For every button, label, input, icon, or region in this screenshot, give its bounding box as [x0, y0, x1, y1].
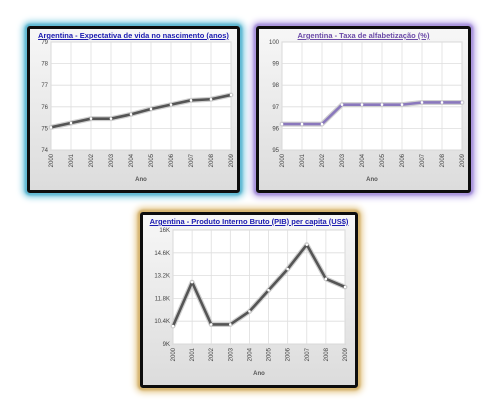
chart-title-literacy[interactable]: Argentina - Taxa de alfabetização (%) — [297, 31, 430, 40]
data-point-2005 — [149, 107, 153, 111]
y-tick-label: 95 — [272, 148, 279, 154]
x-axis-title: Ano — [253, 371, 265, 377]
y-tick-label: 13.2K — [154, 274, 170, 280]
data-point-2000 — [171, 324, 175, 328]
y-tick-label: 98 — [272, 83, 279, 89]
data-point-2007 — [420, 101, 424, 104]
x-tick-label-2001: 2001 — [190, 347, 196, 361]
x-tick-label-2002: 2002 — [89, 153, 95, 167]
x-tick-label-2008: 2008 — [209, 153, 215, 167]
y-tick-label: 99 — [272, 62, 279, 68]
x-tick-label-2000: 2000 — [49, 153, 55, 167]
data-point-2007 — [189, 99, 193, 102]
life-expectancy-chart: Argentina - Expectativa de vida no nasci… — [27, 26, 240, 193]
x-tick-label-2003: 2003 — [109, 153, 115, 167]
data-point-2000 — [280, 122, 284, 126]
x-tick-label-2006: 2006 — [286, 347, 292, 361]
x-tick-label-2007: 2007 — [189, 153, 195, 167]
gdp-per-capita-chart: Argentina - Produto Interno Bruto (PIB) … — [140, 212, 358, 388]
x-tick-label-2009: 2009 — [460, 153, 466, 167]
y-tick-label: 78 — [41, 62, 48, 68]
gdp-per-capita-plot: 2000 2001 2002 2003 2004 2005 2006 2007 2008 2009… — [154, 228, 349, 377]
series-line — [171, 243, 347, 328]
data-point-2004 — [360, 103, 364, 106]
data-point-2008 — [324, 277, 328, 281]
x-tick-label-2004: 2004 — [360, 153, 366, 167]
data-point-2004 — [129, 113, 133, 116]
literacy-rate-chart: Argentina - Taxa de alfabetização (%) 20… — [256, 26, 471, 193]
data-point-2007 — [305, 243, 309, 246]
y-tick-label: 10.4K — [154, 319, 170, 325]
x-tick-label-2002: 2002 — [209, 347, 215, 361]
x-tick-label-2003: 2003 — [228, 347, 234, 361]
x-tick-label-2000: 2000 — [280, 153, 286, 167]
data-point-2009 — [343, 285, 347, 289]
chart-title-life[interactable]: Argentina - Expectativa de vida no nasci… — [38, 31, 229, 40]
data-point-2005 — [380, 103, 384, 106]
y-tick-label: 76 — [41, 105, 48, 111]
plot-area — [281, 41, 463, 151]
data-point-2009 — [460, 101, 464, 104]
data-point-2005 — [267, 288, 270, 292]
data-point-2001 — [300, 122, 304, 126]
plot-area — [50, 41, 232, 151]
data-point-2002 — [89, 117, 93, 120]
y-tick-label: 9K — [163, 342, 170, 348]
data-point-2009 — [229, 93, 233, 97]
x-tick-label-2008: 2008 — [324, 347, 330, 361]
y-tick-label: 11.8K — [155, 296, 170, 302]
data-point-2008 — [209, 97, 213, 101]
x-tick-label-2009: 2009 — [343, 347, 349, 361]
x-tick-label-2004: 2004 — [129, 153, 135, 167]
x-axis-title: Ano — [366, 177, 378, 183]
x-axis-title: Ano — [135, 177, 147, 183]
y-tick-label: 100 — [269, 40, 280, 46]
x-tick-label-2005: 2005 — [380, 153, 386, 167]
life-expectancy-plot: 2000 2001 2002 2003 2004 2005 2006 2007 2008 2009… — [41, 40, 235, 183]
y-tick-label: 77 — [41, 83, 48, 89]
x-tick-label-2008: 2008 — [440, 153, 446, 167]
y-tick-label: 96 — [272, 126, 279, 132]
x-tick-label-2004: 2004 — [247, 347, 253, 361]
x-tick-label-2006: 2006 — [400, 153, 406, 167]
data-point-2000 — [49, 126, 53, 129]
data-point-2006 — [400, 103, 404, 106]
x-tick-label-2003: 2003 — [340, 153, 346, 167]
data-point-2004 — [248, 310, 251, 313]
data-point-2006 — [169, 103, 173, 106]
y-tick-label: 75 — [41, 126, 48, 132]
series-line — [49, 93, 233, 129]
x-tick-label-2007: 2007 — [420, 153, 426, 167]
y-tick-label: 74 — [41, 148, 48, 154]
y-tick-label: 14.6K — [154, 251, 170, 257]
data-point-2003 — [340, 103, 344, 106]
x-tick-label-2005: 2005 — [149, 153, 155, 167]
y-tick-label: 97 — [272, 105, 279, 111]
data-point-2001 — [190, 280, 194, 284]
data-point-2002 — [209, 323, 213, 326]
plot-area — [172, 229, 346, 345]
data-point-2001 — [69, 121, 73, 125]
x-tick-label-2005: 2005 — [267, 347, 273, 361]
x-tick-label-2000: 2000 — [171, 347, 177, 361]
y-tick-label: 16K — [159, 228, 170, 234]
series-line — [280, 101, 464, 126]
x-tick-label-2001: 2001 — [300, 153, 306, 167]
x-tick-label-2007: 2007 — [305, 347, 311, 361]
x-tick-label-2001: 2001 — [69, 153, 75, 167]
literacy-rate-plot: 2000 2001 2002 2003 2004 2005 2006 2007 2008 2009… — [269, 40, 466, 183]
data-point-2006 — [286, 267, 289, 271]
data-point-2002 — [320, 122, 324, 126]
x-tick-label-2002: 2002 — [320, 153, 326, 167]
data-point-2008 — [440, 101, 444, 104]
x-tick-label-2009: 2009 — [229, 153, 235, 167]
chart-title-gdp[interactable]: Argentina - Produto Interno Bruto (PIB) … — [149, 217, 349, 226]
data-point-2003 — [229, 323, 232, 326]
x-tick-label-2006: 2006 — [169, 153, 175, 167]
y-tick-label: 79 — [41, 40, 48, 46]
data-point-2003 — [109, 117, 113, 120]
